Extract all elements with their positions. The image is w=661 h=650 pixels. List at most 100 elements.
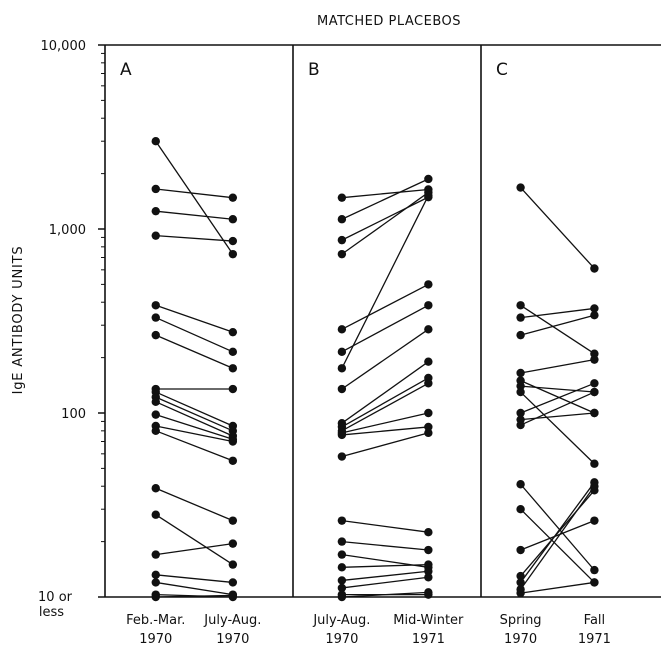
series-line-B-11 [341, 382, 429, 432]
series-line-B-18 [341, 563, 429, 568]
point-B-20-before [337, 583, 347, 593]
point-A-16-before [151, 510, 160, 519]
point-B-14-before [337, 452, 347, 461]
point-B-8-after [424, 325, 433, 334]
point-A-15-before [151, 484, 160, 493]
point-C-5-before [516, 368, 525, 378]
point-C-18-before [516, 588, 525, 598]
series-line-B-9 [341, 361, 429, 424]
panel-label: C [496, 60, 508, 80]
series-line-A-21 [155, 594, 233, 598]
series-line-A-12 [155, 413, 234, 440]
series-line-A-7 [155, 334, 234, 369]
series-line-C-9 [520, 382, 595, 414]
series-line-A-15 [155, 487, 234, 522]
point-A-17-before [151, 550, 160, 559]
point-B-5-after [424, 280, 433, 289]
series-line-B-3 [341, 196, 429, 241]
point-C-3-before [516, 313, 525, 322]
x-category-label: Mid-Winter [393, 613, 464, 628]
point-A-17-after [228, 539, 238, 548]
y-tick-label-2: 100 [61, 407, 86, 422]
series-line-B-22 [341, 591, 429, 598]
point-C-8-before [516, 387, 525, 397]
point-C-11-after [590, 387, 599, 397]
point-B-11-after [424, 379, 433, 388]
point-A-18-before [151, 570, 160, 580]
point-A-5-before [151, 301, 160, 310]
series-line-B-14 [341, 432, 429, 458]
series-line-C-12 [520, 483, 595, 571]
point-C-1-before [516, 183, 525, 192]
point-A-15-after [228, 516, 238, 525]
point-A-2-after [228, 193, 238, 202]
point-A-4-before [151, 231, 160, 240]
point-A-11-before [151, 397, 160, 407]
series-line-A-19 [155, 581, 233, 596]
point-B-13-before [337, 430, 347, 440]
point-C-2-before [516, 301, 525, 310]
point-B-16-after [424, 545, 433, 555]
point-B-19-after [424, 567, 433, 576]
point-A-2-before [151, 184, 160, 194]
point-B-2-after [424, 174, 433, 184]
point-A-14-after [228, 456, 238, 465]
series-line-B-8 [341, 328, 429, 390]
point-B-9-after [424, 357, 433, 366]
point-A-7-before [151, 330, 160, 340]
y-tick-label-3-line2: less [39, 605, 64, 620]
series-line-A-14 [155, 430, 234, 462]
series-line-B-20 [341, 576, 429, 589]
point-B-15-after [424, 527, 433, 537]
point-A-6-before [151, 313, 160, 322]
series-line-C-6 [520, 380, 595, 414]
series-line-C-11 [520, 391, 595, 426]
x-category-label: July-Aug. [203, 613, 261, 628]
x-category-year: 1971 [412, 632, 445, 647]
x-category-label: July-Aug. [312, 613, 370, 628]
point-B-17-before [337, 550, 347, 559]
point-B-7-after [424, 191, 433, 200]
point-C-12-before [516, 480, 525, 489]
point-B-5-before [337, 325, 347, 334]
series-line-C-17 [520, 485, 595, 590]
point-A-6-after [228, 347, 238, 357]
point-B-12-after [424, 408, 433, 418]
point-A-18-after [228, 578, 238, 587]
point-B-16-before [337, 537, 347, 546]
point-C-13-before [516, 505, 525, 514]
series-line-A-6 [155, 316, 234, 353]
point-C-15-before [516, 571, 525, 581]
series-line-A-13 [155, 425, 233, 443]
panel-B: B July-Aug. 1970 Mid-Winter 1971 [308, 60, 464, 647]
point-A-21-after [228, 591, 238, 600]
point-C-2-after [590, 349, 599, 358]
y-tick-label-0: 10,000 [41, 39, 87, 54]
point-C-4-after [590, 311, 599, 320]
point-B-22-before [337, 592, 347, 602]
x-category-year: 1970 [504, 632, 537, 647]
point-B-6-before [337, 347, 347, 357]
series-line-C-5 [520, 358, 595, 374]
point-B-20-after [424, 573, 433, 582]
point-C-14-before [516, 545, 525, 555]
series-line-B-1 [341, 188, 429, 199]
series-line-B-5 [341, 283, 429, 330]
x-category-year: 1970 [139, 632, 172, 647]
point-B-22-after [424, 588, 433, 597]
point-B-18-before [337, 563, 347, 572]
point-B-15-before [337, 516, 347, 525]
point-A-3-after [228, 215, 238, 224]
series-line-B-15 [341, 520, 429, 533]
point-C-9-before [516, 408, 525, 418]
point-B-2-before [337, 215, 347, 224]
point-C-17-after [590, 482, 599, 491]
point-B-18-after [424, 560, 433, 569]
series-line-A-11 [155, 401, 234, 437]
point-B-14-after [424, 428, 433, 438]
series-line-B-7 [341, 195, 429, 369]
point-A-13-after [228, 437, 238, 446]
series-line-C-10 [520, 412, 595, 421]
